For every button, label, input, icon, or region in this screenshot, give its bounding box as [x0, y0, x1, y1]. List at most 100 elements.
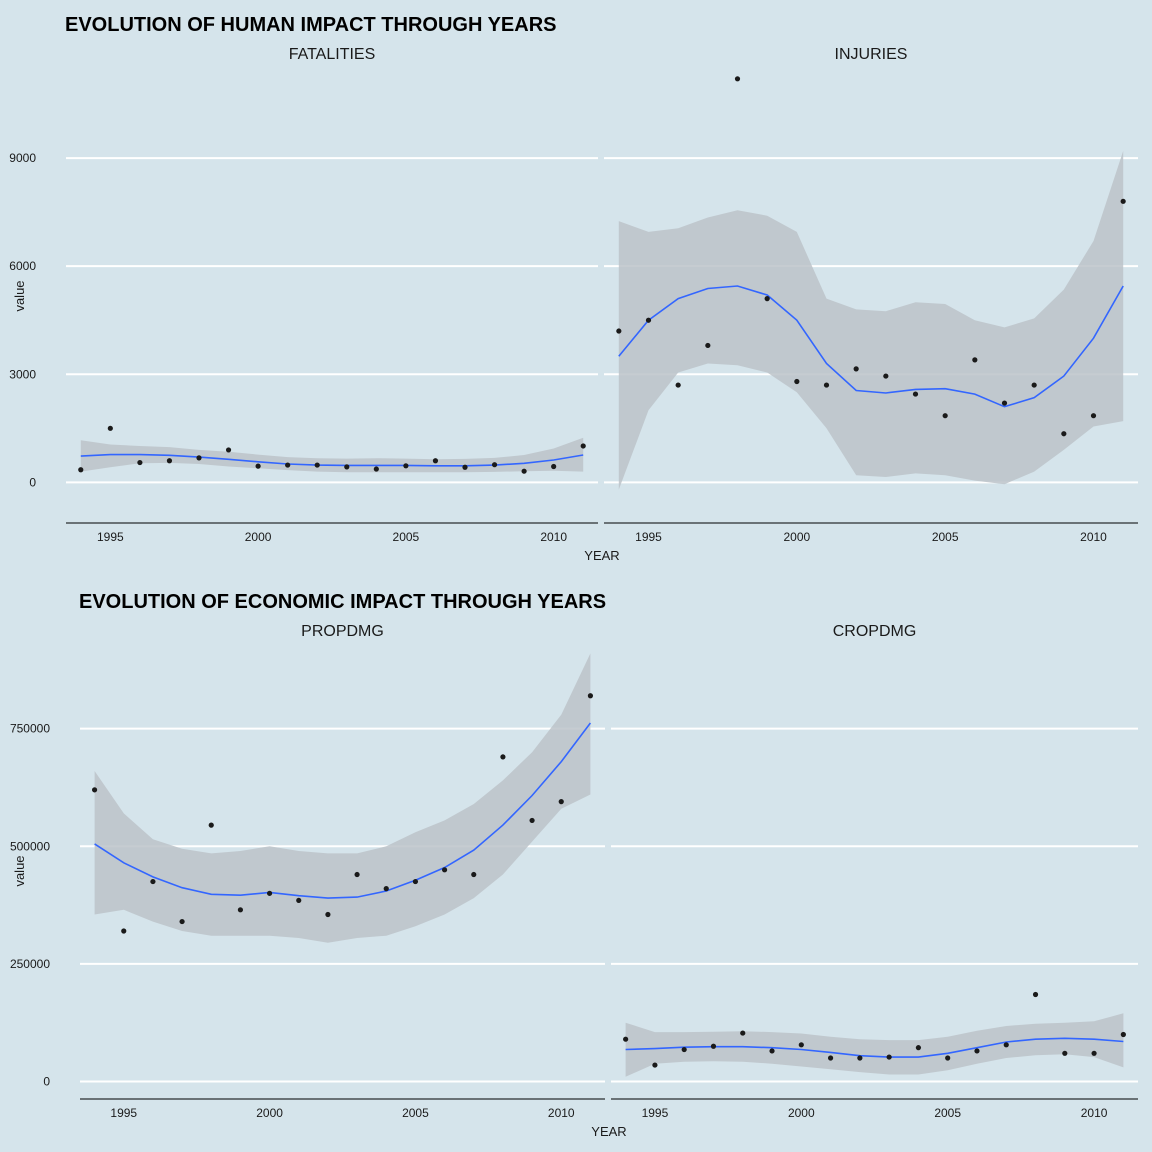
data-point: [616, 328, 622, 334]
data-point: [383, 886, 389, 892]
x-tick-label: 2010: [1080, 530, 1107, 544]
data-point: [883, 373, 889, 379]
x-tick-label: 1995: [97, 530, 124, 544]
data-point: [623, 1036, 629, 1042]
facet-cropdmg: CROPDMG 1995 2000 2005 2010: [611, 623, 1138, 1120]
data-point: [1003, 1042, 1009, 1048]
data-point: [853, 366, 859, 372]
data-point: [137, 459, 143, 466]
data-point: [823, 382, 830, 388]
y-tick-label: 3000: [9, 367, 36, 381]
data-point: [705, 342, 711, 349]
x-tick-label: 2010: [548, 1106, 575, 1120]
data-point: [675, 382, 681, 388]
data-point: [974, 1048, 980, 1054]
smooth-line: [618, 285, 1124, 408]
y-tick-label: 500000: [10, 839, 50, 853]
data-point: [645, 317, 652, 323]
data-point: [1031, 382, 1037, 388]
y-tick-label: 0: [43, 1075, 50, 1089]
data-point: [412, 878, 419, 885]
data-point: [285, 462, 291, 468]
data-point: [121, 928, 127, 934]
facet-strip-label: FATALITIES: [289, 46, 376, 63]
data-point: [196, 455, 202, 461]
x-tick-label: 2005: [932, 530, 959, 544]
data-point: [587, 693, 594, 699]
data-point: [529, 817, 535, 824]
confidence-ribbon: [618, 150, 1124, 490]
chart-title: EVOLUTION OF ECONOMIC IMPACT THROUGH YEA…: [79, 591, 606, 613]
data-point: [769, 1048, 775, 1054]
y-tick-label: 6000: [9, 259, 36, 273]
data-point: [462, 464, 468, 470]
x-tick-label: 2010: [540, 530, 567, 544]
x-tick-label: 1995: [642, 1106, 669, 1120]
data-point: [1061, 431, 1067, 437]
data-point: [798, 1042, 804, 1048]
x-tick-label: 1995: [110, 1106, 137, 1120]
x-axis-label: YEAR: [591, 1124, 626, 1139]
x-tick-label: 1995: [635, 530, 662, 544]
data-point: [972, 357, 978, 363]
data-point: [314, 462, 320, 468]
y-tick-label: 9000: [9, 151, 36, 165]
y-tick-label: 0: [29, 475, 36, 489]
data-point: [580, 443, 586, 449]
data-point: [432, 458, 439, 464]
data-point: [1062, 1050, 1068, 1056]
data-point: [325, 911, 331, 918]
smooth-line: [80, 453, 584, 467]
confidence-ribbon: [625, 1013, 1124, 1077]
data-point: [945, 1055, 951, 1061]
chart-title: EVOLUTION OF HUMAN IMPACT THROUGH YEARS: [65, 14, 556, 36]
x-tick-label: 2000: [788, 1106, 815, 1120]
data-point: [403, 463, 409, 469]
data-point: [225, 447, 232, 453]
data-point: [471, 871, 477, 878]
smooth-line: [625, 1037, 1124, 1058]
facet-fatalities: FATALITIES 1995 2000 2005 2010: [66, 46, 598, 544]
data-point: [681, 1046, 687, 1053]
data-point: [734, 76, 741, 82]
data-point: [166, 458, 173, 464]
data-point: [857, 1055, 863, 1061]
data-point: [1001, 400, 1008, 406]
data-point: [500, 754, 506, 760]
data-point: [1090, 413, 1097, 419]
confidence-ribbon: [94, 653, 591, 943]
facet-propdmg: PROPDMG 1995 2000 2005 2010: [80, 623, 605, 1120]
facet-strip-label: PROPDMG: [301, 623, 384, 640]
data-point: [827, 1055, 834, 1061]
data-point: [150, 878, 156, 885]
facet-injuries: INJURIES 1995 2000 2005 2010: [604, 46, 1138, 544]
data-point: [78, 467, 84, 473]
x-tick-label: 2005: [934, 1106, 961, 1120]
data-point: [441, 867, 448, 873]
data-point: [208, 822, 214, 828]
chart-2: EVOLUTION OF ECONOMIC IMPACT THROUGH YEA…: [10, 591, 1138, 1139]
data-point: [912, 391, 919, 397]
x-tick-label: 2000: [245, 530, 272, 544]
data-point: [373, 466, 379, 472]
smooth-line: [94, 722, 592, 899]
data-point: [740, 1030, 746, 1036]
chart-1: EVOLUTION OF HUMAN IMPACT THROUGH YEARS 0…: [9, 14, 1138, 563]
data-point: [296, 897, 302, 904]
data-point: [344, 464, 350, 470]
data-point: [886, 1054, 892, 1060]
x-tick-label: 2005: [393, 530, 420, 544]
facet-strip-label: CROPDMG: [833, 623, 917, 640]
data-point: [521, 468, 527, 474]
data-point: [764, 296, 770, 302]
data-point: [942, 413, 948, 419]
data-point: [1120, 198, 1126, 204]
data-point: [491, 462, 498, 468]
confidence-ribbon: [80, 437, 584, 473]
x-tick-label: 2000: [783, 530, 810, 544]
data-point: [179, 918, 185, 925]
data-point: [255, 463, 261, 469]
data-point: [237, 907, 244, 913]
